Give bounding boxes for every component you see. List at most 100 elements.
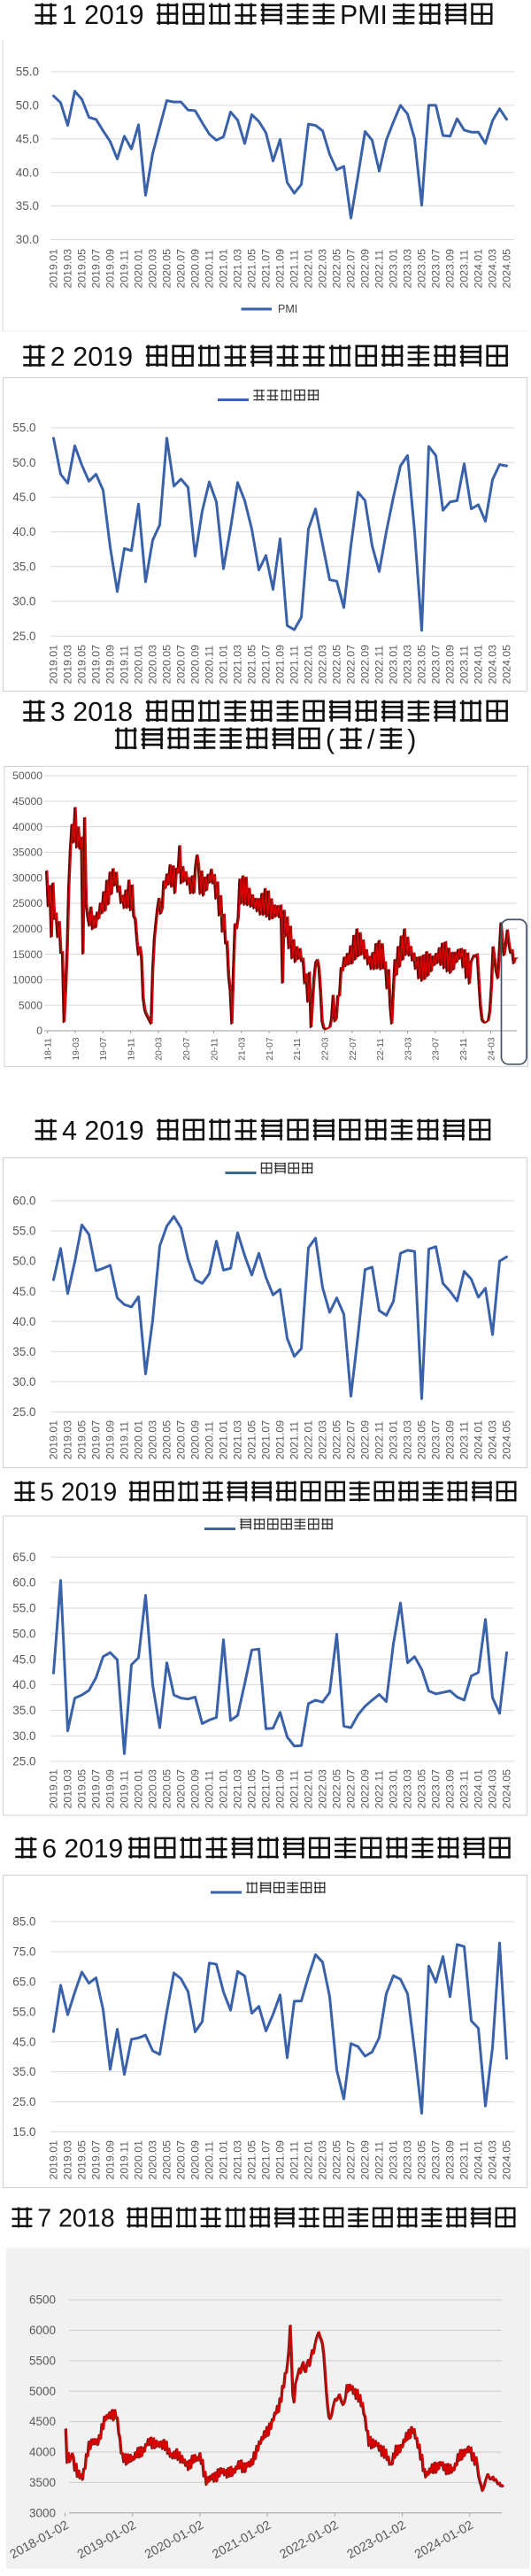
svg-text:2022.01: 2022.01 — [303, 1769, 315, 1809]
svg-text:2020.01: 2020.01 — [133, 1769, 145, 1809]
svg-text:2021.01: 2021.01 — [218, 1420, 230, 1460]
svg-text:2020.07: 2020.07 — [175, 1769, 188, 1809]
svg-text:23-07: 23-07 — [432, 1037, 442, 1060]
svg-text:2019.11: 2019.11 — [119, 1421, 131, 1460]
svg-text:60.0: 60.0 — [12, 1576, 35, 1590]
svg-text:23-03: 23-03 — [404, 1037, 413, 1060]
svg-text:0: 0 — [36, 1025, 42, 1037]
svg-text:2021.03: 2021.03 — [232, 1420, 244, 1460]
svg-text:75.0: 75.0 — [12, 1946, 35, 1959]
svg-text:2022.11: 2022.11 — [373, 2141, 386, 2180]
svg-text:7 2018: 7 2018 — [37, 2205, 114, 2233]
svg-text:22-07: 22-07 — [349, 1037, 358, 1060]
svg-text:3 2018: 3 2018 — [50, 697, 133, 727]
svg-text:2019.05: 2019.05 — [76, 249, 88, 289]
svg-text:2019.05: 2019.05 — [76, 1769, 88, 1809]
svg-text:2023.07: 2023.07 — [430, 1769, 442, 1809]
svg-text:PMI: PMI — [340, 1, 388, 30]
svg-text:2022.01: 2022.01 — [303, 645, 315, 685]
svg-text:19-03: 19-03 — [72, 1037, 81, 1060]
svg-text:2021.03: 2021.03 — [232, 249, 244, 289]
svg-text:65.0: 65.0 — [12, 1976, 35, 1989]
svg-text:2022.09: 2022.09 — [359, 1420, 372, 1460]
svg-text:2019.05: 2019.05 — [76, 1420, 88, 1460]
svg-text:2021.07: 2021.07 — [260, 1769, 273, 1809]
svg-text:2021.03: 2021.03 — [232, 645, 244, 685]
svg-text:2024.01: 2024.01 — [473, 249, 485, 289]
svg-text:45.0: 45.0 — [12, 1285, 35, 1298]
svg-text:2023.01: 2023.01 — [388, 1769, 400, 1809]
svg-text:2019.03: 2019.03 — [62, 2140, 74, 2180]
svg-text:2020.07: 2020.07 — [175, 645, 188, 685]
svg-text:2020.05: 2020.05 — [161, 1769, 173, 1809]
svg-text:45.0: 45.0 — [12, 491, 35, 504]
svg-text:2021.05: 2021.05 — [246, 249, 258, 289]
svg-text:2021.05: 2021.05 — [246, 645, 258, 685]
svg-text:20-11: 20-11 — [210, 1038, 219, 1061]
svg-text:2024.03: 2024.03 — [487, 249, 499, 289]
svg-text:2019.01: 2019.01 — [48, 1420, 60, 1460]
svg-text:2020.03: 2020.03 — [147, 1420, 159, 1460]
svg-text:2021.09: 2021.09 — [274, 2140, 287, 2180]
svg-text:2022.07: 2022.07 — [345, 645, 358, 685]
svg-text:2021.11: 2021.11 — [289, 1770, 301, 1809]
svg-text:2019.09: 2019.09 — [104, 1769, 117, 1809]
svg-text:/: / — [367, 724, 375, 754]
svg-text:2022.07: 2022.07 — [345, 1420, 358, 1460]
svg-text:2020.01: 2020.01 — [133, 2140, 145, 2180]
svg-text:2019.01: 2019.01 — [48, 645, 60, 685]
svg-text:2019.03: 2019.03 — [62, 1420, 74, 1460]
svg-text:2023.03: 2023.03 — [402, 249, 414, 289]
svg-text:35.0: 35.0 — [16, 199, 39, 213]
svg-text:2019.07: 2019.07 — [90, 1420, 103, 1460]
svg-text:2022.11: 2022.11 — [373, 646, 386, 685]
svg-text:2023.03: 2023.03 — [402, 1420, 414, 1460]
svg-text:2020.05: 2020.05 — [161, 645, 173, 685]
svg-text:2022.11: 2022.11 — [373, 1421, 386, 1460]
svg-text:2023.03: 2023.03 — [402, 2140, 414, 2180]
svg-text:3500: 3500 — [29, 2476, 56, 2489]
svg-text:2024.03: 2024.03 — [487, 645, 499, 685]
svg-text:2019.03: 2019.03 — [62, 645, 74, 685]
svg-text:55.0: 55.0 — [12, 422, 35, 435]
svg-text:2023.09: 2023.09 — [444, 645, 457, 685]
svg-text:2019.09: 2019.09 — [104, 645, 117, 685]
svg-text:45000: 45000 — [12, 795, 42, 808]
svg-text:6000: 6000 — [29, 2324, 56, 2337]
svg-text:35.0: 35.0 — [12, 560, 35, 573]
svg-text:10000: 10000 — [12, 974, 42, 986]
svg-text:2023.09: 2023.09 — [444, 1769, 457, 1809]
svg-text:2020.09: 2020.09 — [189, 1769, 202, 1809]
svg-text:25.0: 25.0 — [12, 1755, 35, 1768]
svg-text:2020.03: 2020.03 — [147, 1769, 159, 1809]
svg-text:2022.05: 2022.05 — [331, 1769, 343, 1809]
svg-text:2023.11: 2023.11 — [458, 250, 471, 289]
svg-text:2024.05: 2024.05 — [501, 1769, 513, 1809]
svg-text:2024.01: 2024.01 — [473, 2140, 485, 2180]
svg-text:50.0: 50.0 — [12, 456, 35, 469]
svg-text:PMI: PMI — [278, 303, 297, 315]
svg-text:30.0: 30.0 — [12, 1729, 35, 1743]
svg-text:2022.03: 2022.03 — [317, 1420, 329, 1460]
svg-text:2021.09: 2021.09 — [274, 1769, 287, 1809]
svg-text:2019.07: 2019.07 — [90, 249, 103, 289]
svg-text:2021.01: 2021.01 — [218, 249, 230, 289]
svg-text:3000: 3000 — [29, 2506, 56, 2519]
svg-text:2023.11: 2023.11 — [458, 2141, 471, 2180]
svg-text:2023.05: 2023.05 — [416, 249, 428, 289]
svg-text:50000: 50000 — [12, 770, 42, 782]
svg-text:2019.11: 2019.11 — [119, 646, 131, 685]
svg-text:2020.03: 2020.03 — [147, 249, 159, 289]
svg-text:2024.03: 2024.03 — [487, 1420, 499, 1460]
svg-text:35.0: 35.0 — [12, 2065, 35, 2078]
svg-text:21-11: 21-11 — [293, 1038, 303, 1061]
svg-text:2021.01: 2021.01 — [218, 1769, 230, 1809]
svg-text:55.0: 55.0 — [12, 1225, 35, 1238]
svg-text:2019.09: 2019.09 — [104, 1420, 117, 1460]
svg-text:2020.01: 2020.01 — [133, 645, 145, 685]
svg-text:2022.09: 2022.09 — [359, 2140, 372, 2180]
svg-text:2024.05: 2024.05 — [501, 1420, 513, 1460]
svg-text:2019.07: 2019.07 — [90, 2140, 103, 2180]
svg-text:2022.07: 2022.07 — [345, 2140, 358, 2180]
svg-text:2021.09: 2021.09 — [274, 645, 287, 685]
